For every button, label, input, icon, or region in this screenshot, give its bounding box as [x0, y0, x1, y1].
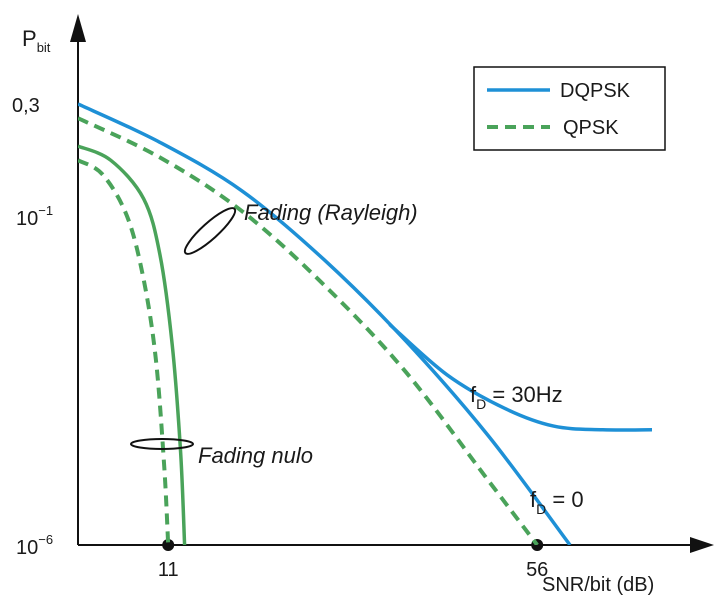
- legend-label-qpsk: QPSK: [563, 117, 619, 139]
- y-tick-label-2: 10−6: [16, 532, 53, 559]
- annotation-fading-nulo: Fading nulo: [198, 443, 313, 468]
- x-tick-label-0: 11: [158, 559, 179, 581]
- legend: DQPSK QPSK: [473, 66, 666, 151]
- series-line-4: [78, 158, 171, 545]
- x-tick-label-1: 56: [526, 559, 548, 581]
- legend-label-dqpsk: DQPSK: [560, 80, 631, 102]
- series-line-0: [78, 102, 572, 545]
- x-tick-marker-0: [162, 539, 175, 551]
- rayleigh-annotation-ellipse: [183, 207, 237, 255]
- series-group: [78, 102, 653, 545]
- y-axis-label: Pbit: [22, 26, 51, 55]
- nulo-annotation-ellipse: [130, 438, 194, 450]
- y-axis-label-sub: bit: [37, 40, 51, 55]
- x-axis-arrow: [690, 537, 714, 553]
- y-tick-label-1: 10−1: [16, 203, 53, 230]
- series-line-1: [388, 323, 653, 432]
- y-axis-label-main: P: [22, 26, 37, 51]
- annotation-fd-0: fD = 0: [530, 487, 584, 517]
- series-line-3: [78, 144, 187, 545]
- y-axis-arrow: [70, 14, 86, 42]
- legend-box: [473, 66, 666, 151]
- series-line-2: [78, 116, 539, 545]
- annotation-fd-30hz: fD = 30Hz: [470, 382, 563, 412]
- y-tick-label-0: 0,3: [12, 95, 40, 117]
- annotation-fading-rayleigh: Fading (Rayleigh): [244, 200, 418, 225]
- x-axis-label: SNR/bit (dB): [542, 574, 654, 596]
